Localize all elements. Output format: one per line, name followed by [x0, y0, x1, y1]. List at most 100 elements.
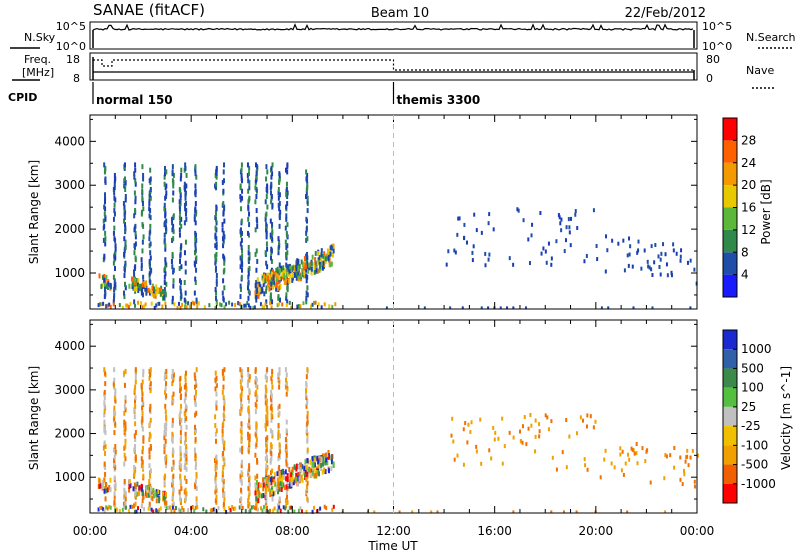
echo-cell — [194, 452, 197, 458]
echo-cell — [124, 197, 127, 203]
echo-cell — [152, 293, 155, 299]
echo-cell — [164, 423, 167, 429]
echo-cell — [271, 372, 274, 378]
echo-cell — [327, 454, 330, 460]
colorbar-band-4 — [723, 185, 737, 208]
echo-cell — [248, 424, 251, 430]
echo-cell — [240, 496, 243, 502]
ytick-label: 1000 — [54, 266, 85, 280]
echo-cell — [164, 301, 167, 306]
echo-cell — [255, 186, 258, 192]
echo-cell — [171, 447, 174, 453]
echo-cell — [194, 230, 197, 236]
echo-cell — [240, 167, 243, 173]
echo-cell — [240, 504, 243, 509]
nsky-label: N.Sky — [24, 31, 56, 44]
echo-cell — [171, 417, 174, 423]
echo-cell — [102, 507, 105, 512]
echo-cell — [145, 492, 148, 498]
echo-cell — [170, 509, 173, 514]
echo-cell — [103, 389, 106, 395]
echo-cell — [194, 482, 197, 488]
echo-cell — [278, 442, 281, 448]
echo-cell — [179, 285, 182, 291]
echo-cell — [256, 493, 259, 499]
echo-cell — [253, 506, 256, 511]
echo-cell — [257, 490, 260, 496]
echo-cell — [319, 264, 322, 270]
echo-cell — [108, 302, 111, 307]
echo-cell — [306, 285, 309, 291]
echo-cell — [178, 489, 181, 495]
echo-cell — [157, 489, 160, 495]
echo-cell — [259, 284, 262, 290]
echo-cell — [592, 208, 595, 213]
echo-cell — [163, 490, 166, 496]
ytick-label: 1000 — [54, 470, 85, 484]
echo-cell — [277, 190, 280, 196]
echo-cell — [215, 236, 218, 242]
echo-cell — [269, 269, 272, 275]
echo-cell — [164, 431, 167, 437]
echo-cell — [527, 426, 530, 431]
echo-cell — [499, 306, 502, 310]
echo-cell — [104, 236, 107, 242]
echo-cell — [134, 379, 137, 385]
echo-cell — [153, 286, 156, 292]
colorbar-band-0 — [723, 330, 737, 350]
echo-cell — [221, 475, 224, 481]
echo-cell — [124, 260, 127, 266]
echo-cell — [113, 278, 116, 284]
echo-cell — [313, 505, 316, 510]
echo-cell — [529, 412, 532, 417]
echo-cell — [273, 280, 276, 286]
echo-cell — [630, 446, 633, 451]
echo-cell — [179, 430, 182, 436]
echo-cell — [223, 461, 226, 467]
echo-cell — [272, 508, 275, 513]
echo-cell — [279, 477, 282, 483]
echo-cell — [179, 209, 182, 215]
echo-cell — [195, 367, 198, 373]
echo-cell — [332, 461, 335, 467]
echo-cell — [301, 477, 304, 483]
echo-cell — [539, 211, 542, 216]
echo-cell — [195, 297, 198, 303]
echo-cell — [184, 165, 187, 171]
echo-cell — [185, 478, 188, 484]
echo-cell — [171, 299, 174, 305]
echo-cell — [264, 302, 267, 307]
echo-cell — [215, 464, 218, 470]
colorbar-band-1 — [723, 349, 737, 369]
echo-cell — [246, 162, 249, 168]
echo-cell — [311, 254, 314, 260]
echo-cell — [134, 234, 137, 240]
nave-tick-bottom: 0 — [706, 72, 713, 85]
echo-cell — [620, 468, 623, 473]
echo-cell — [214, 423, 217, 429]
echo-cell — [108, 504, 111, 509]
echo-cell — [258, 287, 261, 293]
echo-cell — [179, 473, 182, 479]
echo-cell — [103, 287, 106, 293]
echo-cell — [133, 174, 136, 180]
echo-cell — [492, 425, 495, 430]
echo-cell — [247, 216, 250, 222]
echo-cell — [124, 194, 127, 200]
echo-cell — [284, 498, 287, 504]
echo-cell — [193, 260, 196, 266]
echo-cell — [277, 456, 280, 462]
echo-cell — [103, 509, 106, 514]
echo-cell — [148, 236, 151, 242]
echo-cell — [411, 510, 414, 514]
echo-cell — [241, 445, 244, 451]
echo-cell — [165, 421, 168, 427]
echo-cell — [218, 302, 221, 307]
echo-cell — [302, 266, 305, 272]
echo-cell — [141, 449, 144, 455]
colorbar-band-2 — [723, 229, 737, 253]
echo-cell — [222, 501, 225, 507]
echo-cell — [184, 374, 187, 380]
echo-cell — [248, 466, 251, 472]
echo-cell — [222, 492, 225, 498]
